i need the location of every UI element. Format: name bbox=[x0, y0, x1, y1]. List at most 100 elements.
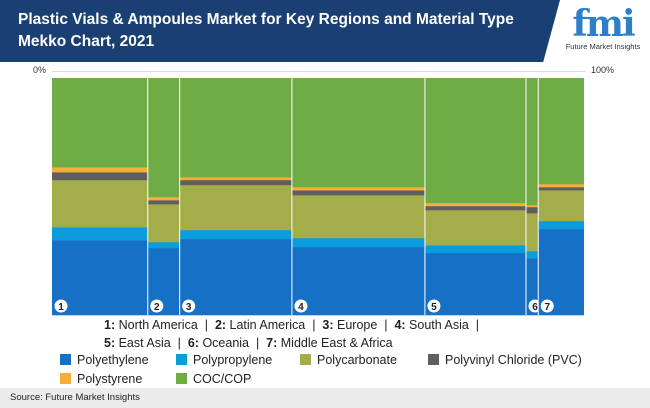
separator: | bbox=[170, 336, 188, 350]
bar-segment-5-0 bbox=[424, 252, 527, 316]
region-name: Middle East & Africa bbox=[280, 336, 393, 350]
bar-segment-7-5 bbox=[538, 78, 584, 185]
bar-segment-3-3 bbox=[179, 179, 292, 186]
bar-segment-5-2 bbox=[424, 210, 527, 246]
header: Plastic Vials & Ampoules Market for Key … bbox=[0, 0, 650, 62]
source-note: Source: Future Market Insights bbox=[0, 388, 650, 408]
column-label: 5 bbox=[431, 302, 437, 313]
legend-label: Polypropylene bbox=[193, 353, 273, 367]
bar-segment-4-0 bbox=[291, 246, 425, 316]
bar-segment-6-5 bbox=[526, 78, 539, 206]
region-number: 4: bbox=[394, 318, 410, 332]
bar-segment-1-0 bbox=[52, 240, 148, 316]
bar-segment-4-1 bbox=[291, 237, 425, 248]
bar-segment-5-4 bbox=[424, 202, 527, 207]
bar-segment-3-2 bbox=[179, 184, 292, 231]
region-number: 3: bbox=[322, 318, 337, 332]
legend-label: Polycarbonate bbox=[317, 353, 397, 367]
legend-swatch bbox=[300, 354, 311, 365]
column-label: 1 bbox=[58, 302, 64, 313]
region-name: East Asia bbox=[118, 336, 171, 350]
bar-segment-4-2 bbox=[291, 195, 425, 239]
bar-segment-5-5 bbox=[424, 78, 527, 204]
bar-segment-1-3 bbox=[52, 172, 148, 181]
bar-segment-1-4 bbox=[52, 167, 148, 173]
legend-swatch bbox=[60, 373, 71, 384]
chart-title: Plastic Vials & Ampoules Market for Key … bbox=[18, 11, 514, 50]
bar-segment-2-4 bbox=[147, 196, 180, 201]
bar-segment-1-5 bbox=[52, 78, 148, 168]
separator: | bbox=[468, 318, 486, 332]
bar-segment-7-2 bbox=[538, 190, 584, 222]
legend-swatch bbox=[428, 354, 439, 365]
column-label: 3 bbox=[186, 302, 192, 313]
bar-segment-4-3 bbox=[291, 190, 425, 196]
x-axis-min-label: 0% bbox=[33, 65, 47, 75]
separator: | bbox=[305, 318, 323, 332]
region-name: Europe bbox=[337, 318, 378, 332]
region-number: 1: bbox=[104, 318, 119, 332]
column-label: 6 bbox=[532, 302, 538, 313]
legend-label: COC/COP bbox=[193, 372, 252, 386]
bar-segment-6-4 bbox=[526, 205, 539, 208]
bar-segment-3-4 bbox=[179, 177, 292, 181]
region-legend-line1: 1: North America | 2: Latin America | 3:… bbox=[104, 318, 486, 332]
legend-label: Polyethylene bbox=[77, 353, 149, 367]
region-number: 2: bbox=[214, 318, 230, 332]
bar-segment-2-1 bbox=[147, 242, 180, 249]
column-label: 2 bbox=[154, 302, 160, 313]
legend-swatch bbox=[176, 354, 187, 365]
bar-segment-7-4 bbox=[538, 183, 584, 188]
bar-segment-2-5 bbox=[147, 78, 180, 198]
x-axis-line bbox=[52, 71, 586, 72]
bar-segment-2-2 bbox=[147, 204, 180, 243]
column-badge bbox=[182, 299, 196, 313]
legend-item: Polystyrene bbox=[60, 372, 142, 386]
region-number: 5: bbox=[104, 336, 119, 350]
region-name: North America bbox=[118, 318, 198, 332]
bar-segment-6-3 bbox=[526, 206, 539, 214]
x-axis-max-label: 100% bbox=[591, 65, 615, 75]
region-legend-line2: 5: East Asia | 6: Oceania | 7: Middle Ea… bbox=[104, 336, 393, 350]
region-number: 6: bbox=[187, 336, 203, 350]
legend-label: Polyvinyl Chloride (PVC) bbox=[445, 353, 582, 367]
separator: | bbox=[197, 318, 215, 332]
bar-segment-2-3 bbox=[147, 200, 180, 205]
column-badge bbox=[427, 299, 441, 313]
bar-segment-5-3 bbox=[424, 205, 527, 211]
bar-segment-4-4 bbox=[291, 187, 425, 191]
bar-segment-5-1 bbox=[424, 245, 527, 254]
column-badge bbox=[54, 299, 68, 313]
bar-segment-3-0 bbox=[179, 238, 292, 316]
region-name: Oceania bbox=[202, 336, 250, 350]
separator: | bbox=[249, 336, 267, 350]
legend-item: Polyvinyl Chloride (PVC) bbox=[428, 353, 582, 367]
bar-segment-3-1 bbox=[179, 229, 292, 240]
region-name: South Asia bbox=[409, 318, 469, 332]
title-band bbox=[0, 0, 560, 62]
column-label: 7 bbox=[544, 302, 550, 313]
legend-swatch bbox=[176, 373, 187, 384]
region-number: 7: bbox=[266, 336, 281, 350]
column-badge bbox=[540, 299, 554, 313]
column-badge bbox=[150, 299, 164, 313]
separator: | bbox=[377, 318, 395, 332]
legend-item: COC/COP bbox=[176, 372, 251, 386]
legend-item: Polycarbonate bbox=[300, 353, 397, 367]
region-name: Latin America bbox=[229, 318, 306, 332]
column-label: 4 bbox=[298, 302, 304, 313]
legend-label: Polystyrene bbox=[77, 372, 143, 386]
legend-item: Polypropylene bbox=[176, 353, 272, 367]
legend-swatch bbox=[60, 354, 71, 365]
bar-segment-7-1 bbox=[538, 220, 584, 230]
bar-segment-7-3 bbox=[538, 187, 584, 191]
bar-segment-1-2 bbox=[52, 179, 148, 228]
fmi-logo: fmi Future Market Insights bbox=[565, 3, 641, 51]
bar-segment-6-1 bbox=[526, 251, 539, 259]
bar-segment-1-1 bbox=[52, 227, 148, 241]
column-badge bbox=[294, 299, 308, 313]
bar-segment-3-5 bbox=[179, 78, 292, 178]
bar-segment-4-5 bbox=[291, 78, 425, 188]
legend-item: Polyethylene bbox=[60, 353, 149, 367]
